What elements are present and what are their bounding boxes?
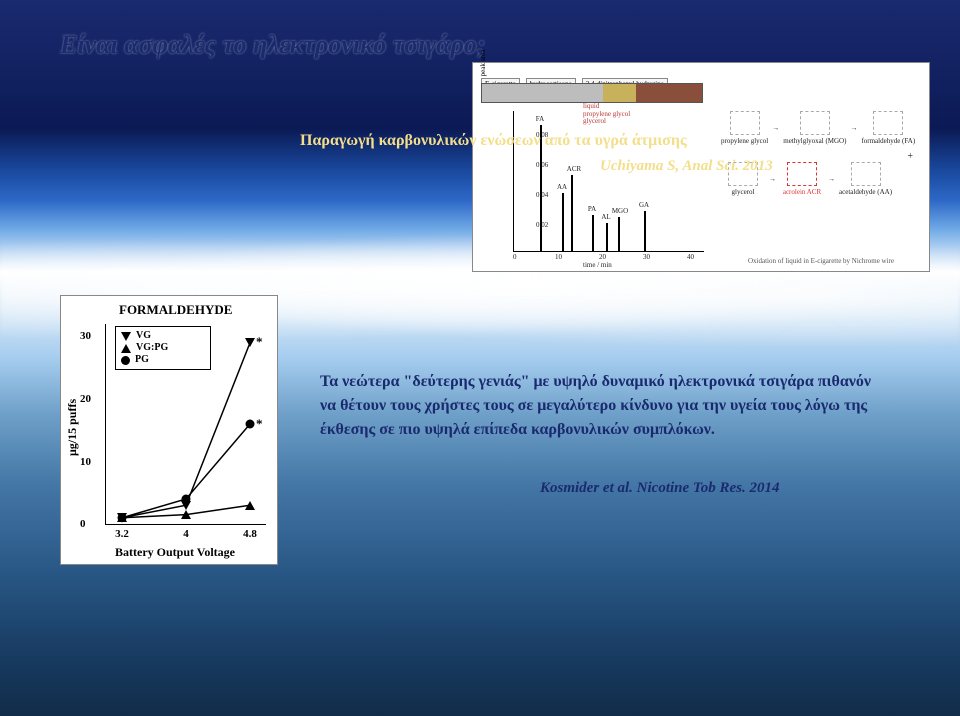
xaxis-label: time / min xyxy=(583,261,612,269)
xtick: 4.8 xyxy=(243,528,257,540)
ytick: 20 xyxy=(80,393,91,405)
peak-PA xyxy=(592,215,594,251)
peak-ACR xyxy=(571,175,573,251)
fig2-y-axis-label: μg/15 puffs xyxy=(65,399,80,456)
xtick: 40 xyxy=(687,253,694,261)
body-paragraph: Τα νεώτερα "δεύτερης γενιάς" με υψηλό δυ… xyxy=(320,370,880,442)
arrow-icon: → xyxy=(824,175,839,183)
marker-circle-icon xyxy=(121,356,130,365)
reference-2: Kosmider et al. Nicotine Tob Res. 2014 xyxy=(540,480,779,497)
peak-lbl: GA xyxy=(639,201,649,209)
marker-triangle-up-icon xyxy=(121,344,131,353)
xtick: 20 xyxy=(599,253,606,261)
reference-1: Uchiyama S, Anal Sci. 2013 xyxy=(600,158,773,175)
xtick: 4 xyxy=(183,528,189,540)
legend-label: VG:PG xyxy=(136,342,168,354)
xtick: 30 xyxy=(643,253,650,261)
ecig-device-art xyxy=(481,83,703,103)
peak-lbl: FA xyxy=(536,115,544,123)
peak-AL xyxy=(606,223,608,251)
compound: acrolein ACR xyxy=(780,162,824,196)
fig2-x-axis-label: Battery Output Voltage xyxy=(115,545,235,560)
fig1-y-axis-label: peak area xyxy=(479,3,487,123)
compound: propylene glycol xyxy=(721,111,768,145)
xtick: 10 xyxy=(555,253,562,261)
fig1-scheme: propylene glycol → methylglyoxal (MGO) →… xyxy=(721,111,921,261)
peak-lbl: MGO xyxy=(612,207,628,215)
peak-lbl: ACR xyxy=(567,165,581,173)
xtick: 3.2 xyxy=(115,528,129,540)
ytick: 0.02 xyxy=(536,221,548,229)
ytick: 30 xyxy=(80,330,91,342)
peak-lbl: AL xyxy=(601,213,610,221)
compound: acetaldehyde (AA) xyxy=(839,162,892,196)
slide-root: Είναι ασφαλές το ηλεκτρονικό τσιγάρο; E-… xyxy=(0,0,960,716)
ytick: 0 xyxy=(80,518,86,530)
peak-MGO xyxy=(618,217,620,251)
peak-GA xyxy=(644,211,646,251)
arrow-icon: → xyxy=(765,175,780,183)
legend-label: VG xyxy=(136,330,151,342)
peak-lbl: PA xyxy=(588,205,596,213)
legend-label: PG xyxy=(135,354,149,366)
fig2-title: FORMALDEHYDE xyxy=(119,302,232,318)
peak-AA xyxy=(562,193,564,251)
compound: formaldehyde (FA) xyxy=(861,111,915,145)
ytick: 10 xyxy=(80,456,91,468)
arrow-icon: → xyxy=(768,124,783,132)
ytick: 0.04 xyxy=(536,191,548,199)
fig1-reaction-caption: Oxidation of liquid in E-cigarette by Ni… xyxy=(721,257,921,265)
marker-triangle-down-icon xyxy=(121,332,131,341)
compound: methylglyoxal (MGO) xyxy=(783,111,846,145)
figure-formaldehyde-chart: FORMALDEHYDE μg/15 puffs Battery Output … xyxy=(60,295,278,565)
fig2-legend: VG VG:PG PG xyxy=(115,326,211,370)
slide-title: Είναι ασφαλές το ηλεκτρονικό τσιγάρο; xyxy=(60,30,486,60)
peak-lbl: AA xyxy=(557,183,567,191)
ytick: 0.06 xyxy=(536,161,548,169)
annot-star: * xyxy=(256,416,263,432)
arrow-icon: → xyxy=(846,124,861,132)
caption-1: Παραγωγή καρβονυλικών ενώσεων από τα υγρ… xyxy=(300,132,687,150)
xtick: 0 xyxy=(513,253,517,261)
annot-star: * xyxy=(256,334,263,350)
